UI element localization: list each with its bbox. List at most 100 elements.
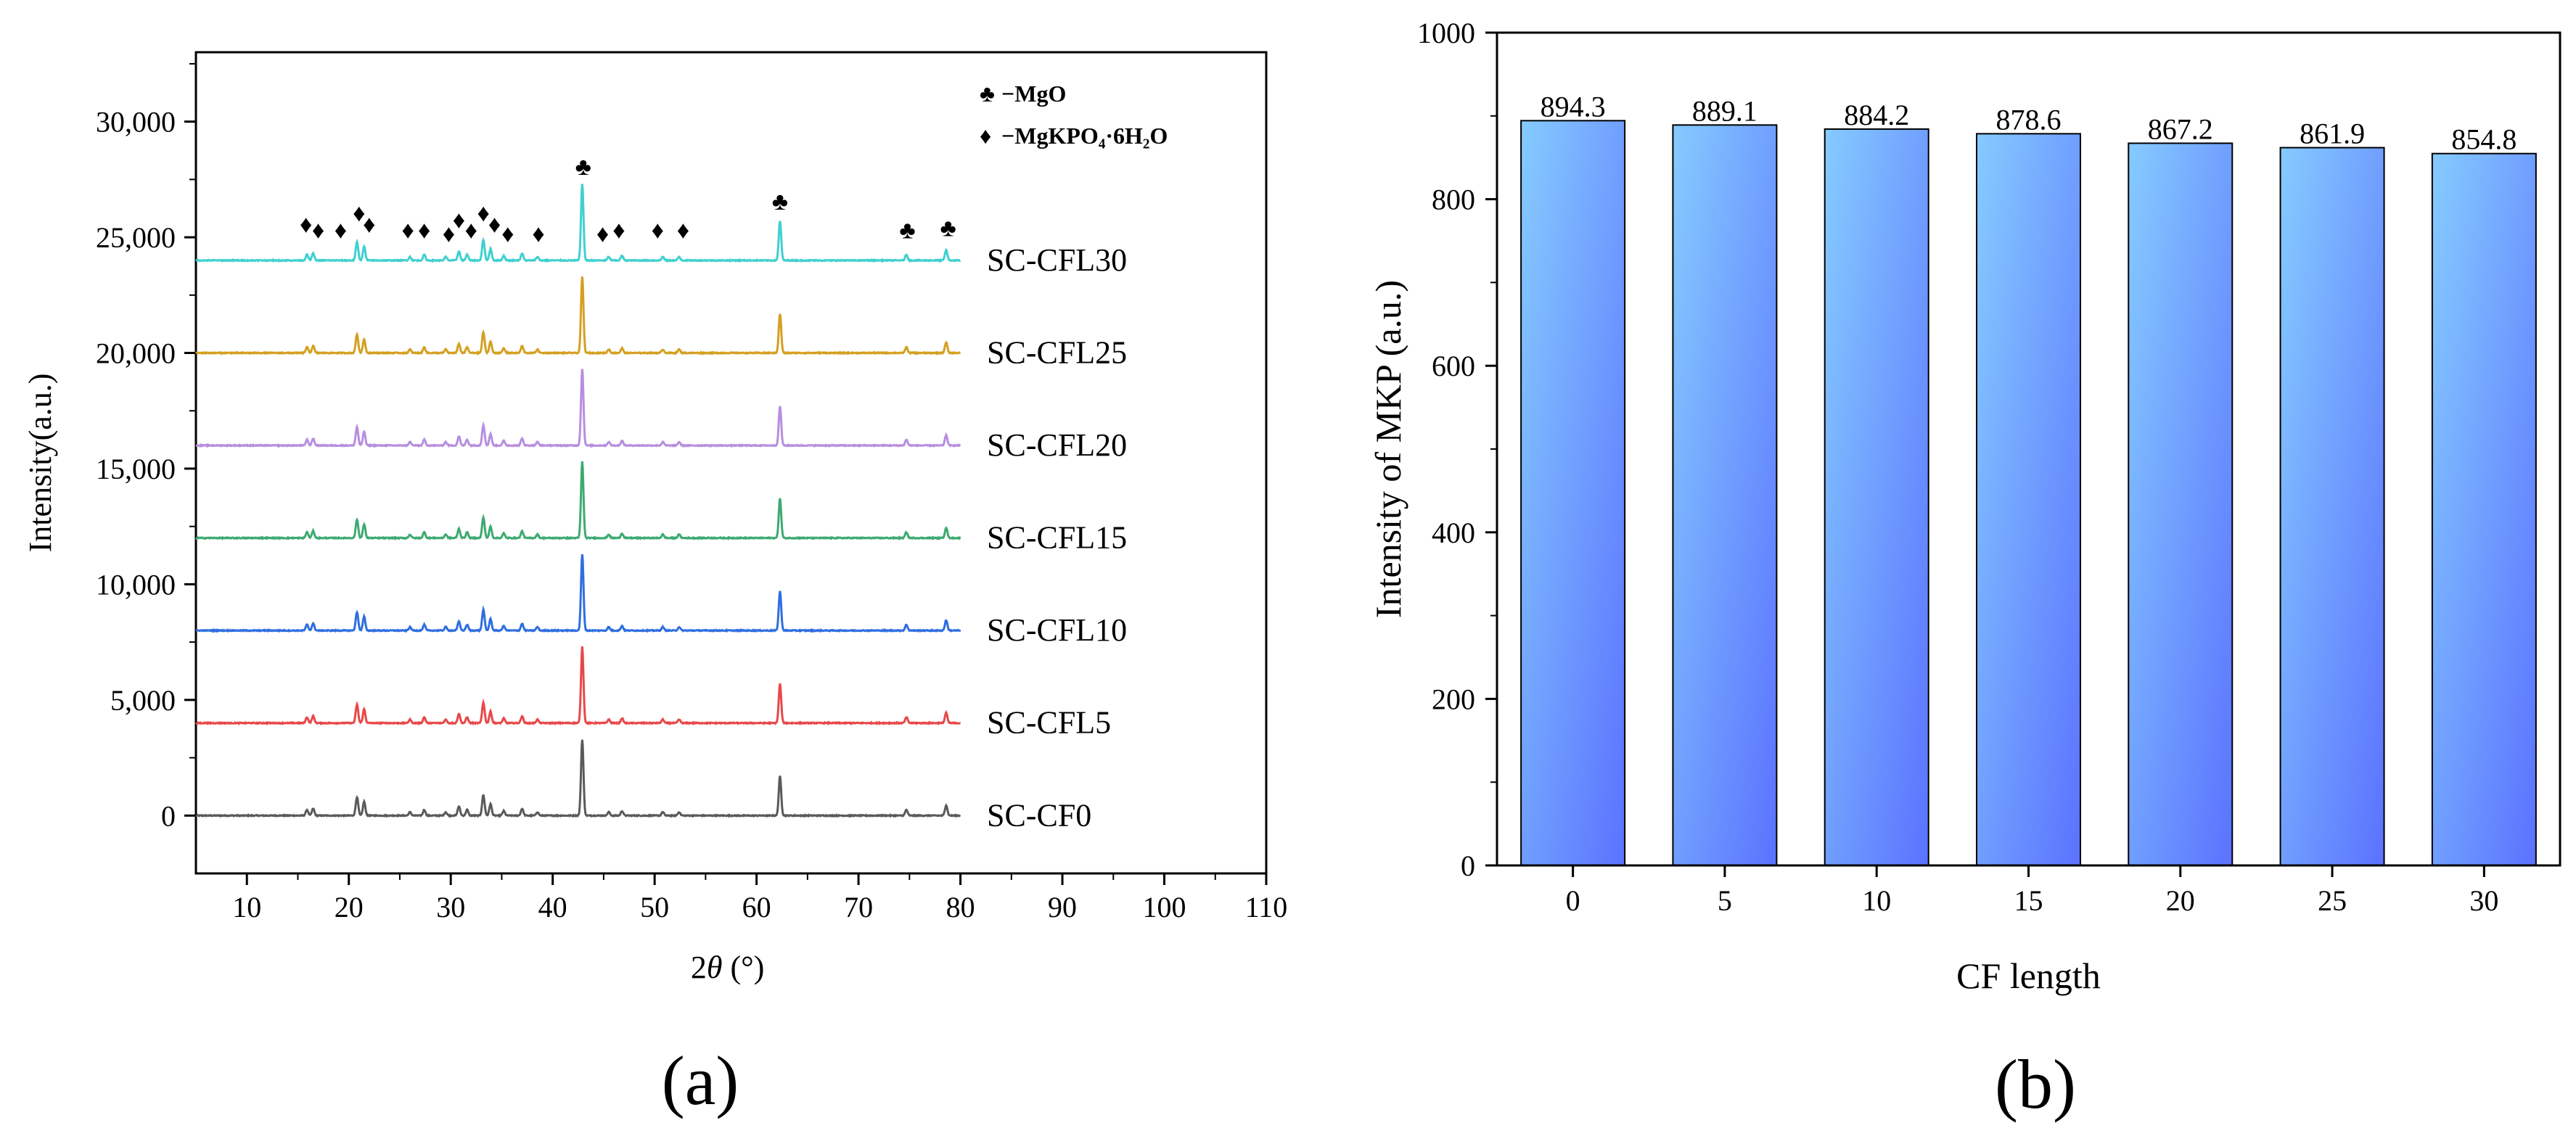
xrd-series-line xyxy=(195,739,961,818)
xrd-phase-marker: ♦ xyxy=(612,218,625,244)
xrd-legend: ♣ −MgO ♦ −MgKPO₄·6H₂O xyxy=(980,81,1168,149)
xrd-phase-marker: ♦ xyxy=(443,221,455,247)
xrd-phase-marker: ♦ xyxy=(596,221,609,247)
xrd-x-tick-label: 50 xyxy=(640,891,669,923)
mkp-x-tick-label: 20 xyxy=(2166,884,2195,917)
xrd-x-tick-label: 10 xyxy=(232,891,261,923)
xrd-phase-marker: ♦ xyxy=(477,200,489,227)
xrd-x-tick-label: 80 xyxy=(946,891,975,923)
xrd-legend-symbol: ♣ xyxy=(980,81,995,107)
mkp-y-tick-label: 600 xyxy=(1432,350,1475,382)
xrd-y-tick-label: 30,000 xyxy=(96,106,176,139)
xrd-series: SC-CF0 SC-CFL5 SC-CFL10 SC-CFL15 SC-CFL20 SC-… xyxy=(194,184,1127,833)
mkp-y-tick-label: 200 xyxy=(1432,683,1475,715)
mkp-x-tick-label: 10 xyxy=(1862,884,1891,917)
xrd-y-tick-label: 15,000 xyxy=(96,453,176,485)
xrd-phase-marker: ♦ xyxy=(453,207,465,234)
mkp-bar-value-label: 889.1 xyxy=(1692,94,1757,127)
xrd-phase-marker: ♦ xyxy=(465,218,477,244)
mkp-x-tick-label: 0 xyxy=(1566,884,1580,917)
mkp-bar-value-label: 861.9 xyxy=(2300,118,2365,150)
xrd-phase-marker: ♦ xyxy=(312,218,324,244)
mkp-bars xyxy=(1520,120,2537,867)
xrd-y-tick-label: 0 xyxy=(161,799,176,832)
xrd-legend-label: −MgKPO₄·6H₂O xyxy=(1001,123,1168,149)
mkp-bar xyxy=(1824,128,1929,866)
xrd-phase-marker: ♣ xyxy=(899,218,915,244)
xrd-y-axis-label: Intensity(a.u.) xyxy=(22,374,58,553)
xrd-phase-marker: ♦ xyxy=(652,218,664,244)
xrd-phase-marker: ♦ xyxy=(418,218,430,244)
mkp-bar xyxy=(1976,133,2081,867)
mkp-y-tick-label: 400 xyxy=(1432,517,1475,549)
mkp-y-tick-label: 0 xyxy=(1461,849,1475,882)
xrd-y-tick-label: 25,000 xyxy=(96,221,176,254)
xrd-phase-marker: ♦ xyxy=(532,221,544,247)
xrd-x-tick-label: 30 xyxy=(436,891,465,923)
xrd-phase-marker: ♦ xyxy=(300,212,312,239)
xrd-series-line xyxy=(195,184,961,263)
xrd-series-line xyxy=(194,461,961,541)
xrd-y-ticks: 0 5,000 10,000 15,000 20,000 25,000 30,000 xyxy=(96,62,196,832)
xrd-series-label: SC-CFL25 xyxy=(987,335,1127,371)
xrd-phase-marker: ♦ xyxy=(677,218,689,244)
xrd-x-tick-label: 110 xyxy=(1245,891,1288,923)
xrd-series-line xyxy=(195,369,961,448)
xrd-y-tick-label: 5,000 xyxy=(110,684,176,717)
xrd-x-tick-label: 90 xyxy=(1048,891,1077,923)
xrd-phase-markers: ♦ ♦ ♦♦♦ ♦ ♦ ♦♦ ♦♦♦ ♦ ♦ ♦ ♦ ♦ ♦♣♣♣ ♣ xyxy=(300,154,956,247)
mkp-y-ticks: 0 200 400 600 800 1000 xyxy=(1417,17,1497,882)
mkp-bar-value-label: 894.3 xyxy=(1541,90,1606,123)
panel-label-b: (b) xyxy=(1995,1045,2076,1123)
mkp-x-tick-label: 5 xyxy=(1718,884,1732,917)
xrd-x-tick-label: 100 xyxy=(1143,891,1186,923)
xrd-series-label: SC-CFL5 xyxy=(987,705,1111,741)
xrd-x-axis-label: 2θ (°) xyxy=(691,950,765,985)
mkp-x-tick-label: 15 xyxy=(2014,884,2043,917)
xrd-series-line xyxy=(195,554,961,633)
xrd-y-tick-label: 20,000 xyxy=(96,337,176,370)
mkp-bar xyxy=(2279,147,2385,866)
mkp-y-tick-label: 800 xyxy=(1432,184,1475,216)
xrd-series-label: SC-CF0 xyxy=(987,797,1091,833)
xrd-phase-marker: ♣ xyxy=(575,154,591,181)
xrd-legend-label: −MgO xyxy=(1001,81,1066,107)
xrd-x-tick-label: 20 xyxy=(335,891,364,923)
xrd-chart: 10 20 30 40 50 60 70 80 90 100 110 0 5,000 10,000 15,… xyxy=(22,51,1287,1119)
xrd-phase-marker: ♦ xyxy=(488,212,501,239)
mkp-x-tick-label: 25 xyxy=(2318,884,2347,917)
xrd-series-label: SC-CFL10 xyxy=(987,612,1127,648)
mkp-bar xyxy=(2128,142,2234,866)
xrd-phase-marker: ♦ xyxy=(363,212,375,239)
xrd-series-label: SC-CFL15 xyxy=(987,520,1127,556)
mkp-x-ticks: 0 5 10 15 20 25 30 xyxy=(1566,865,2498,917)
xrd-x-ticks: 10 20 30 40 50 60 70 80 90 100 110 xyxy=(232,873,1287,923)
xrd-series-label: SC-CFL30 xyxy=(987,242,1127,278)
mkp-y-axis-label: Intensity of MKP (a.u.) xyxy=(1368,280,1408,618)
xrd-phase-marker: ♦ xyxy=(335,218,347,244)
xrd-phase-marker: ♣ xyxy=(940,215,956,242)
xrd-legend-symbol: ♦ xyxy=(980,123,991,149)
xrd-series-line xyxy=(195,646,961,726)
panel-label-a: (a) xyxy=(662,1042,739,1119)
mkp-bar-value-label: 878.6 xyxy=(1996,103,2062,136)
xrd-plot-frame xyxy=(194,51,1268,875)
xrd-phase-marker: ♦ xyxy=(353,200,365,227)
xrd-phase-marker: ♣ xyxy=(772,189,788,215)
xrd-y-tick-label: 10,000 xyxy=(96,568,176,601)
mkp-bar xyxy=(2431,152,2537,867)
xrd-x-tick-label: 40 xyxy=(538,891,567,923)
mkp-bar-value-label: 867.2 xyxy=(2148,112,2213,145)
mkp-bar-chart: 894.3 889.1 884.2 878.6 867.2 861.9 854.8 0 5 10… xyxy=(1368,17,2561,1123)
mkp-bar xyxy=(1672,124,1778,867)
mkp-bar-value-label: 854.8 xyxy=(2451,123,2516,156)
mkp-value-labels: 894.3 889.1 884.2 878.6 867.2 861.9 854.8 xyxy=(1541,90,2517,155)
mkp-y-tick-label: 1000 xyxy=(1417,17,1475,49)
xrd-phase-marker: ♦ xyxy=(402,218,414,244)
xrd-series-line xyxy=(194,276,961,356)
mkp-x-axis-label: CF length xyxy=(1956,955,2101,996)
mkp-bar xyxy=(1520,120,1626,866)
xrd-x-tick-label: 60 xyxy=(742,891,771,923)
